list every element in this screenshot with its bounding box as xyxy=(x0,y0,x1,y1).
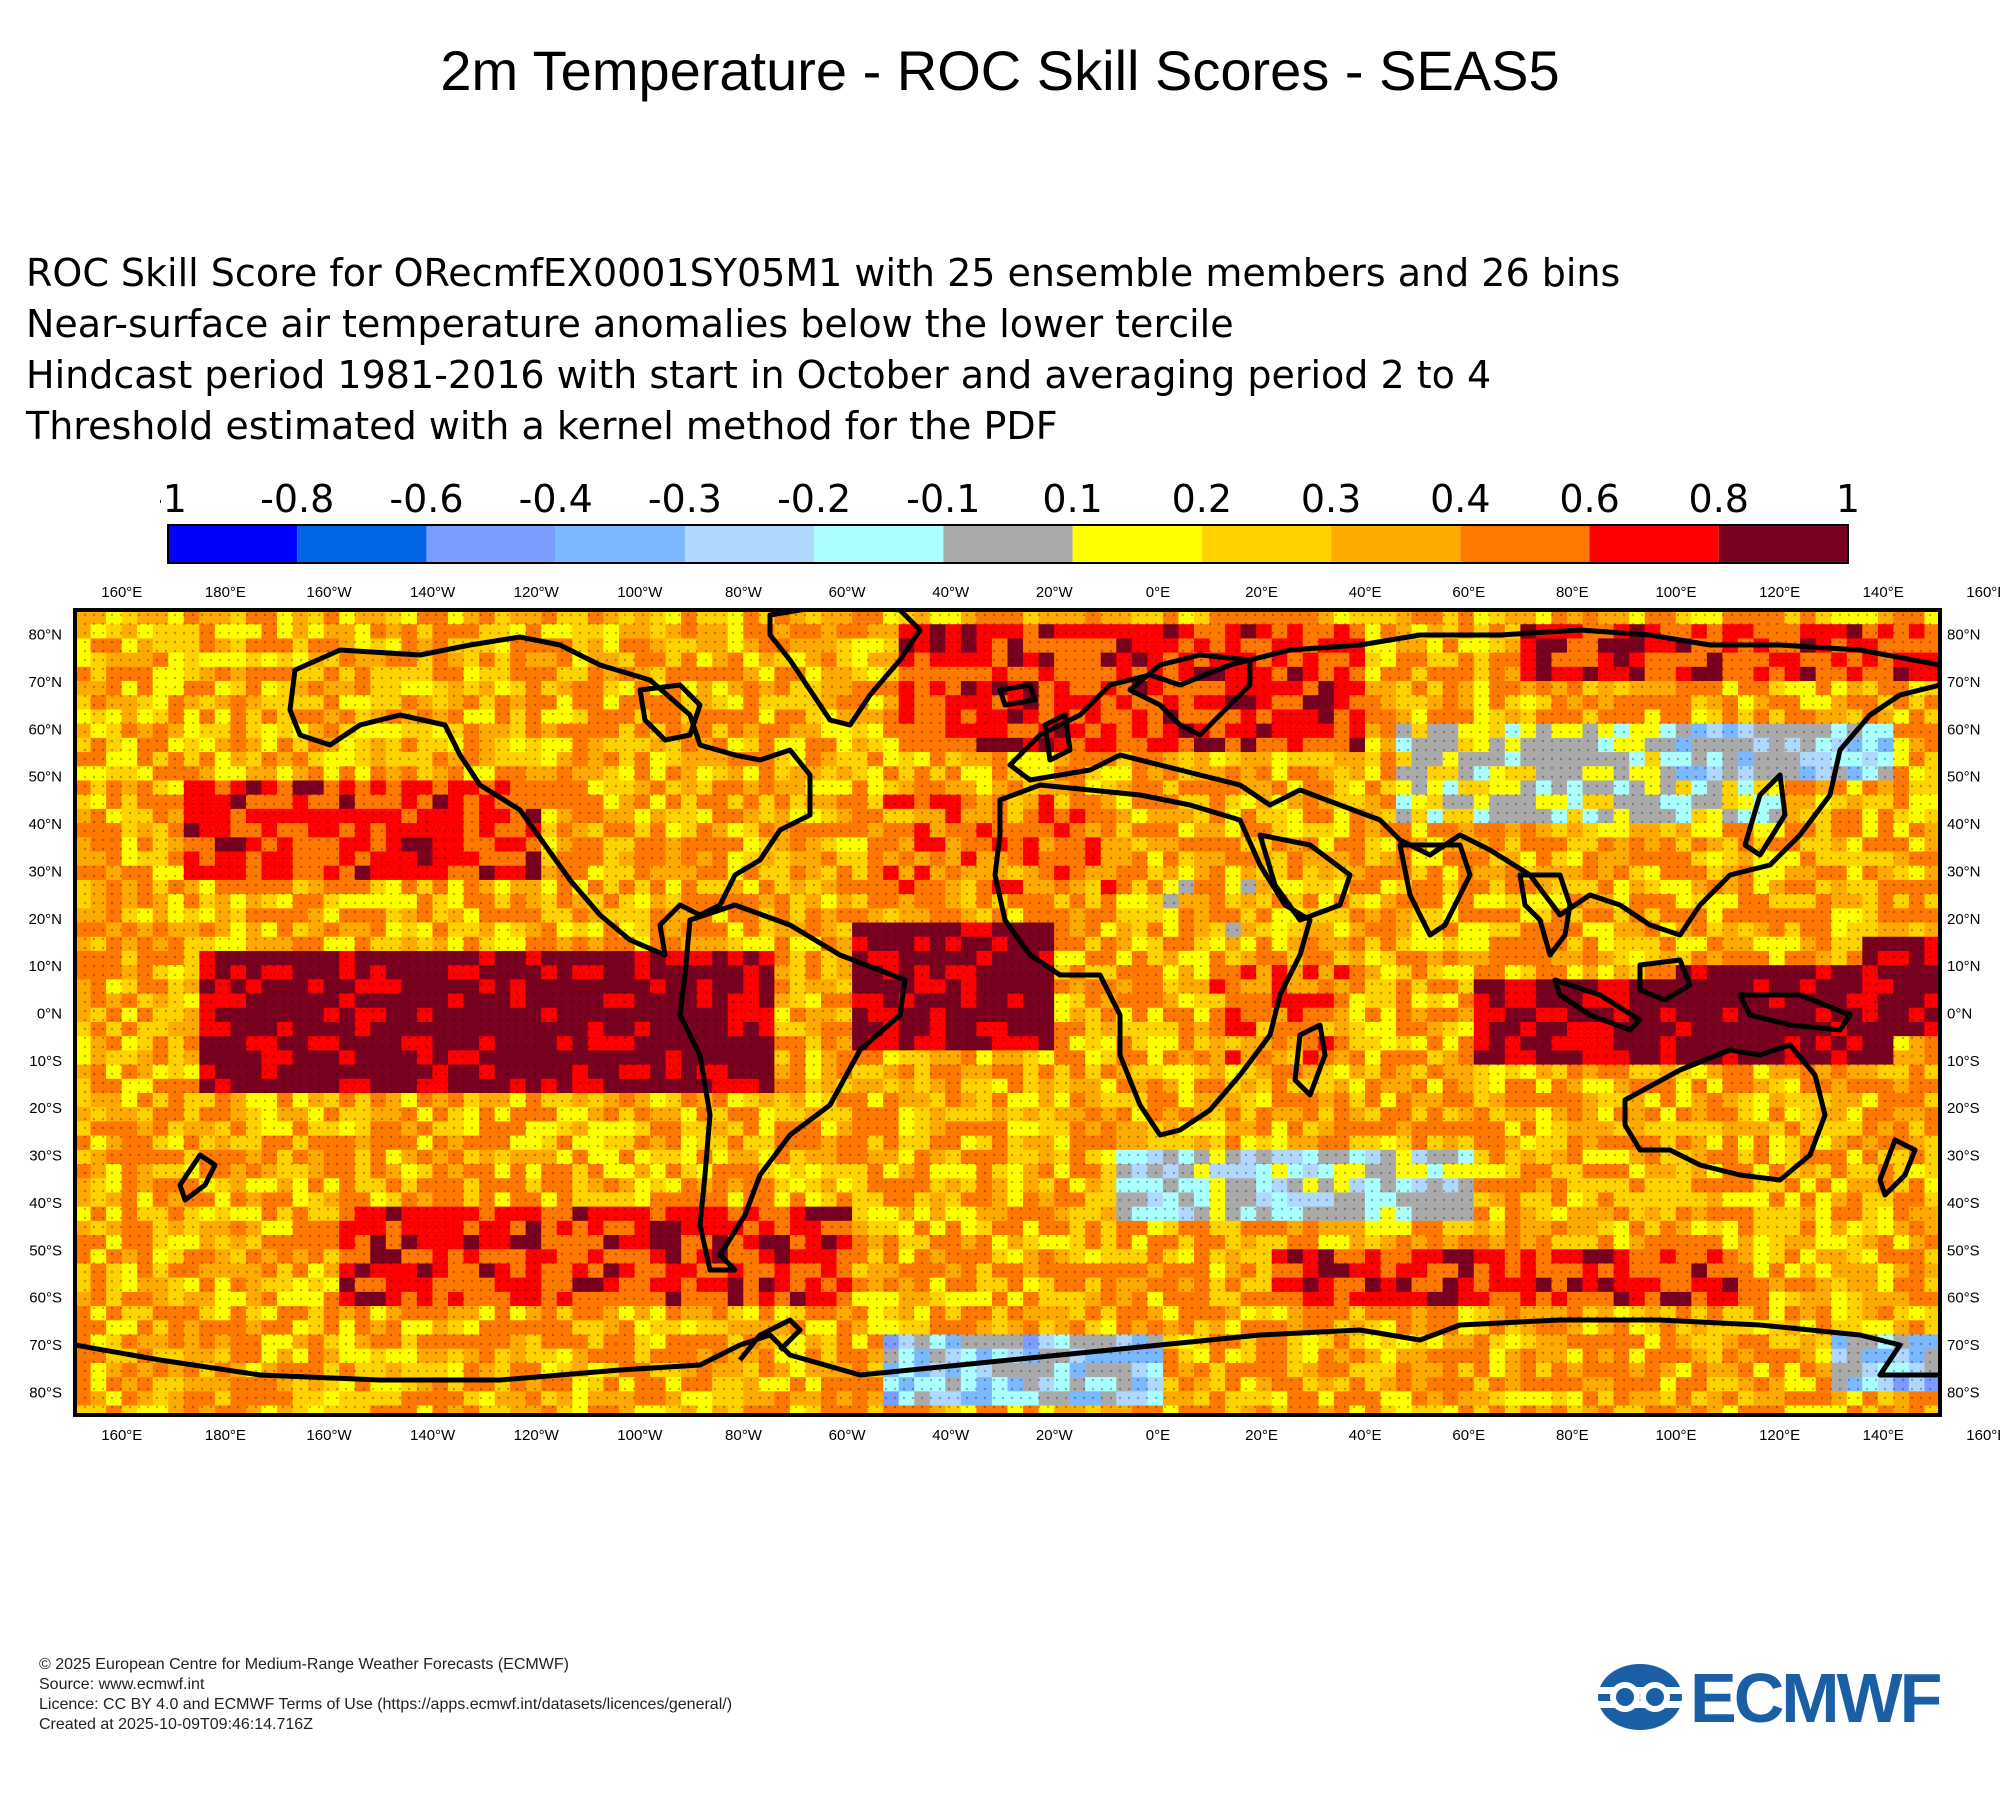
colorbar-label: 0.8 xyxy=(1689,477,1749,521)
colorbar-label: 0.4 xyxy=(1430,477,1490,521)
colorbar-swatch xyxy=(1201,525,1332,563)
subtitle-line: Near-surface air temperature anomalies b… xyxy=(26,302,1234,346)
colorbar-swatch xyxy=(814,525,944,563)
colorbar-swatch xyxy=(943,525,1073,563)
colorbar-label: 0.2 xyxy=(1172,477,1232,521)
colorbar-swatch xyxy=(684,525,815,563)
colorbar-swatch xyxy=(297,525,427,563)
colorbar: -1 -0.8 -0.6 -0.4 -0.3 -0.2 -0.1 0.1 0.2 0.3 0.4 0.… xyxy=(160,477,1860,564)
colorbar-swatch xyxy=(1460,525,1590,563)
colorbar-label: -0.8 xyxy=(260,477,334,521)
colorbar-label: 0.1 xyxy=(1042,477,1102,521)
colorbar-swatch xyxy=(426,525,556,563)
colorbar-label: 0.6 xyxy=(1559,477,1619,521)
colorbar-swatch xyxy=(555,525,685,563)
colorbar-label: -0.1 xyxy=(906,477,980,521)
subtitle-block: ROC Skill Score for ORecmfEX0001SY05M1 w… xyxy=(26,248,1826,452)
subtitle-line: ROC Skill Score for ORecmfEX0001SY05M1 w… xyxy=(26,251,1621,295)
colorbar-label: -0.4 xyxy=(519,477,593,521)
colorbar-label: 0.3 xyxy=(1301,477,1361,521)
colorbar-swatch xyxy=(168,525,298,563)
colorbar-swatch xyxy=(1718,525,1848,563)
colorbar-label: -0.2 xyxy=(777,477,851,521)
subtitle-line: Hindcast period 1981-2016 with start in … xyxy=(26,353,1492,397)
world-map: 160°E 180°E 160°W 140°W 120°W 100°W 80°W 60°W 40… xyxy=(28,584,2000,1444)
colorbar-frame xyxy=(167,524,1849,564)
page-title: 2m Temperature - ROC Skill Scores - SEAS… xyxy=(440,39,1560,102)
colorbar-label: -0.6 xyxy=(389,477,463,521)
subtitle-line: Threshold estimated with a kernel method… xyxy=(26,404,1058,448)
colorbar-swatch xyxy=(1331,525,1461,563)
colorbar-swatch xyxy=(1589,525,1719,563)
colorbar-label: -1 xyxy=(160,477,187,521)
colorbar-label: -0.3 xyxy=(648,477,722,521)
colorbar-label: 1 xyxy=(1836,477,1860,521)
colorbar-swatch xyxy=(1072,525,1202,563)
